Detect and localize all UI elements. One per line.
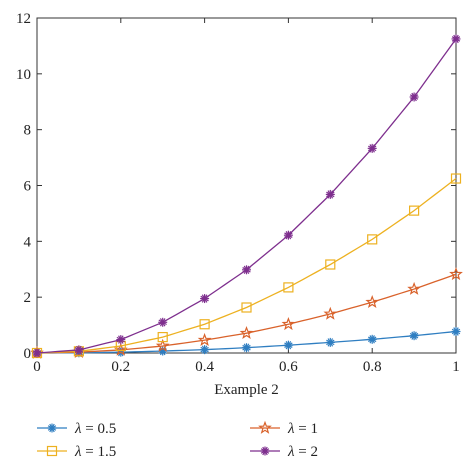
data-point [197,332,212,347]
legend-value: = 0.5 [82,421,117,437]
legend-item: λ = 0.5 [37,421,116,437]
series-4 [32,34,461,358]
y-axis-ticks: 0 2 4 6 8 10 12 [16,11,456,362]
legend-label: λ = 0.5 [74,421,116,437]
x-axis-label: Example 2 [214,382,279,398]
x-tick-label: 0.6 [279,359,298,375]
legend: λ = 0.5 λ = 1λ = 1.5 λ = 2 [37,420,318,460]
x-axis-ticks: 0 0.2 0.4 0.6 0.8 1 [33,18,460,375]
legend-symbol: λ [287,444,295,460]
data-point [367,143,377,153]
legend-item: λ = 1 [250,420,318,437]
legend-label: λ = 1 [287,421,318,437]
legend-value: = 1 [295,421,318,437]
x-tick-label: 0.4 [195,359,214,375]
y-tick-label: 0 [24,346,32,362]
x-tick-label: 0.2 [111,359,130,375]
series-line [36,273,457,354]
data-point [325,259,336,270]
legend-label: λ = 2 [287,444,318,460]
data-point [409,331,419,341]
data-point [409,205,420,216]
data-point [155,338,170,352]
legend-value: = 1.5 [82,444,117,460]
series-line [36,178,457,354]
data-point [242,343,251,353]
legend-symbol: λ [287,421,295,437]
data-point [367,234,378,245]
data-point [409,92,419,102]
y-tick-label: 12 [16,11,31,27]
data-point [157,331,168,343]
y-tick-label: 2 [24,290,32,306]
y-tick-label: 8 [24,123,32,139]
legend-marker [47,423,57,433]
data-point [449,267,463,281]
legend-item: λ = 2 [250,444,318,460]
x-tick-label: 0 [33,359,41,375]
y-tick-label: 10 [16,67,31,83]
data-point [74,345,84,355]
legend-symbol: λ [74,421,82,437]
legend-marker [46,445,58,457]
legend-symbol: λ [74,444,82,460]
legend-marker [260,446,270,456]
data-point [200,345,210,355]
data-point [451,34,461,44]
data-point [451,327,461,337]
data-point [200,294,210,304]
legend-marker [258,420,272,434]
data-point [283,282,294,293]
data-point [242,265,251,275]
data-point [32,348,42,358]
data-point [323,306,338,320]
y-tick-label: 6 [24,179,32,195]
data-point [367,334,377,344]
data-point [199,319,210,330]
data-point [283,340,293,350]
legend-label: λ = 1.5 [74,444,116,460]
legend-value: = 2 [295,444,318,460]
data-point [365,294,380,309]
legend-item: λ = 1.5 [37,444,116,460]
data-point [241,302,252,313]
x-tick-label: 0.8 [363,359,382,375]
data-point [116,335,126,345]
data-point [325,189,335,199]
data-point [158,317,168,327]
series-line [36,38,457,354]
data-point [281,317,296,331]
data-point [407,281,421,295]
data-point [325,337,335,347]
data-point [283,230,293,240]
x-tick-label: 1 [452,359,460,375]
y-tick-label: 4 [24,234,32,250]
data-point [239,325,254,340]
data-point [450,173,462,184]
series-layer [30,34,463,359]
